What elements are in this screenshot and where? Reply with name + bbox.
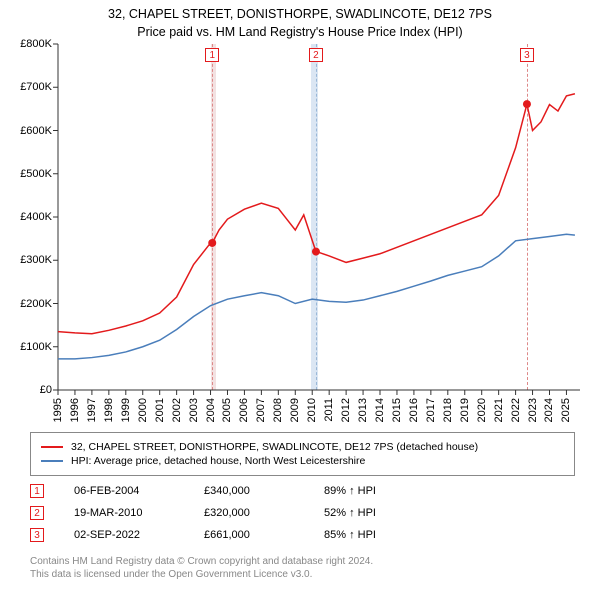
x-tick-label: 2020 [476,398,488,422]
event-pct: 85% ↑ HPI [324,529,424,541]
x-tick-label: 2007 [255,398,267,422]
x-tick-label: 2003 [188,398,200,422]
series-price_paid [58,94,575,334]
x-tick-label: 2016 [408,398,420,422]
x-tick-label: 2019 [459,398,471,422]
x-tick-label: 2009 [289,398,301,422]
chart-title-line2: Price paid vs. HM Land Registry's House … [0,24,600,42]
event-price: £320,000 [204,507,324,519]
plot-area [58,44,580,390]
x-tick-label: 2012 [340,398,352,422]
x-tick-label: 2008 [272,398,284,422]
y-tick-label: £300K [8,254,52,266]
event-price: £340,000 [204,485,324,497]
series-marker [523,100,531,108]
event-date: 06-FEB-2004 [74,485,204,497]
event-marker-box: 1 [205,48,219,62]
legend-row: 32, CHAPEL STREET, DONISTHORPE, SWADLINC… [41,441,564,453]
y-tick-label: £0 [8,384,52,396]
x-tick-label: 2024 [543,398,555,422]
x-tick-label: 1995 [52,398,64,422]
event-date: 02-SEP-2022 [74,529,204,541]
event-num-box: 3 [30,528,44,542]
footnote-line1: Contains HM Land Registry data © Crown c… [30,555,373,568]
event-num-box: 2 [30,506,44,520]
x-tick-label: 2018 [442,398,454,422]
series-marker [208,239,216,247]
footnote-line2: This data is licensed under the Open Gov… [30,568,373,581]
event-row: 3 02-SEP-2022£661,00085% ↑ HPI [30,524,424,546]
legend-label: HPI: Average price, detached house, Nort… [71,455,365,467]
events-table: 1 06-FEB-2004£340,00089% ↑ HPI 2 19-MAR-201… [30,480,424,546]
x-tick-label: 2017 [425,398,437,422]
x-tick-label: 2025 [560,398,572,422]
legend-row: HPI: Average price, detached house, Nort… [41,455,564,467]
x-tick-label: 2011 [323,398,335,422]
x-tick-label: 2000 [137,398,149,422]
x-tick-label: 2013 [357,398,369,422]
chart-container: 32, CHAPEL STREET, DONISTHORPE, SWADLINC… [0,0,600,590]
x-tick-label: 2022 [510,398,522,422]
x-tick-label: 2021 [493,398,505,422]
x-tick-label: 1999 [120,398,132,422]
event-marker-box: 2 [309,48,323,62]
x-tick-label: 2005 [221,398,233,422]
x-tick-label: 2004 [205,398,217,422]
x-tick-label: 2015 [391,398,403,422]
chart-title-line1: 32, CHAPEL STREET, DONISTHORPE, SWADLINC… [0,6,600,24]
x-tick-label: 2010 [306,398,318,422]
x-tick-label: 1998 [103,398,115,422]
y-tick-label: £800K [8,38,52,50]
x-tick-label: 2006 [238,398,250,422]
y-tick-label: £700K [8,81,52,93]
footnote: Contains HM Land Registry data © Crown c… [30,555,373,581]
legend-swatch [41,460,63,462]
event-marker-box: 3 [520,48,534,62]
x-tick-label: 1997 [86,398,98,422]
x-tick-label: 1996 [69,398,81,422]
y-tick-label: £500K [8,168,52,180]
y-tick-label: £100K [8,341,52,353]
chart-title-block: 32, CHAPEL STREET, DONISTHORPE, SWADLINC… [0,0,600,41]
event-row: 2 19-MAR-2010£320,00052% ↑ HPI [30,502,424,524]
y-tick-label: £200K [8,298,52,310]
event-price: £661,000 [204,529,324,541]
y-tick-label: £600K [8,125,52,137]
x-tick-label: 2002 [171,398,183,422]
chart-svg [58,44,580,390]
series-marker [312,248,320,256]
event-pct: 52% ↑ HPI [324,507,424,519]
y-tick-label: £400K [8,211,52,223]
legend: 32, CHAPEL STREET, DONISTHORPE, SWADLINC… [30,432,575,476]
event-pct: 89% ↑ HPI [324,485,424,497]
x-tick-label: 2001 [154,398,166,422]
x-tick-label: 2014 [374,398,386,422]
x-tick-label: 2023 [527,398,539,422]
event-date: 19-MAR-2010 [74,507,204,519]
event-row: 1 06-FEB-2004£340,00089% ↑ HPI [30,480,424,502]
legend-label: 32, CHAPEL STREET, DONISTHORPE, SWADLINC… [71,441,478,453]
event-num-box: 1 [30,484,44,498]
legend-swatch [41,446,63,448]
